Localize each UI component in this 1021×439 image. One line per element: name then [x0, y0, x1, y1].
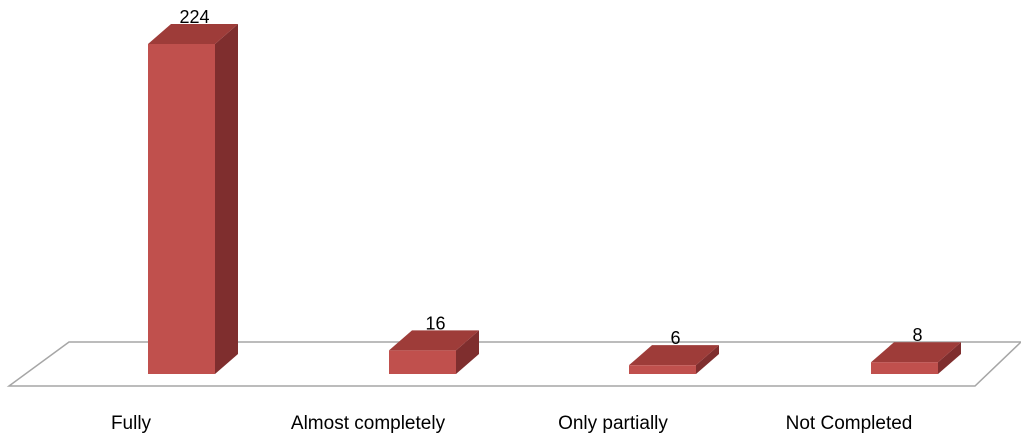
bar-2 — [629, 345, 719, 374]
bars-group — [148, 24, 961, 374]
chart-floor — [6, 341, 1021, 387]
bar-front-face — [629, 365, 696, 374]
bar-side-face — [696, 345, 719, 374]
bar-front-face — [389, 350, 456, 374]
bar-side-face — [938, 342, 961, 374]
bar-1 — [389, 330, 479, 374]
category-label-1: Almost completely — [291, 413, 446, 434]
bar-0 — [148, 24, 238, 374]
bar-front-face — [871, 362, 938, 374]
category-label-3: Not Completed — [786, 413, 913, 434]
bar-3 — [871, 342, 961, 374]
data-labels-group: 224 16 6 8 — [179, 7, 922, 348]
data-label-2: 6 — [670, 328, 680, 348]
data-label-0: 224 — [179, 7, 209, 27]
bar-front-face — [148, 44, 215, 374]
bar-top-face — [148, 24, 238, 44]
data-label-3: 8 — [912, 325, 922, 345]
bar-top-face — [629, 345, 719, 366]
category-label-2: Only partially — [558, 413, 668, 434]
category-label-0: Fully — [111, 413, 152, 434]
bar-side-face — [456, 330, 479, 374]
bar-side-face — [215, 24, 238, 374]
bar-top-face — [871, 342, 961, 363]
bar-top-face — [389, 330, 479, 351]
data-label-1: 16 — [425, 313, 445, 333]
category-labels-group: Fully Almost completely Only partially Not … — [111, 413, 912, 434]
